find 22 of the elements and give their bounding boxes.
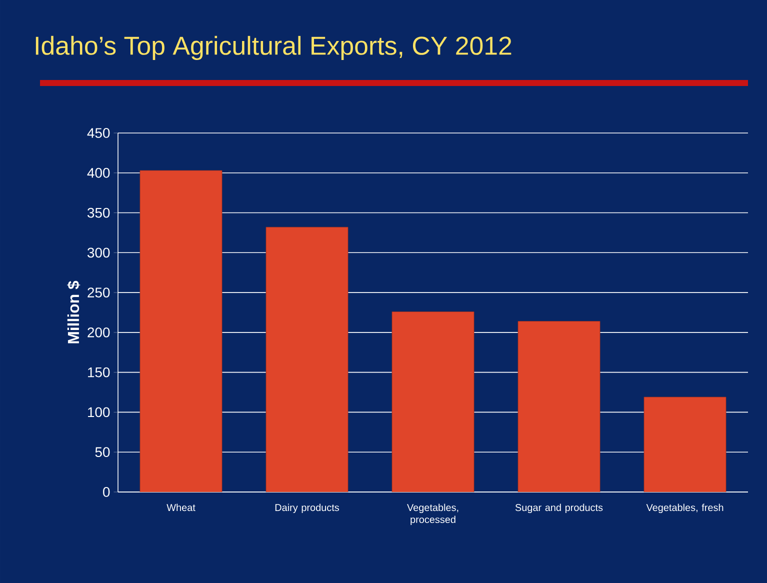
- x-tick-label: Dairy products: [275, 504, 340, 514]
- bar: [518, 321, 600, 492]
- y-tick-label: 400: [87, 168, 110, 178]
- x-tick-label: Sugar and products: [515, 504, 603, 514]
- bar: [392, 311, 474, 492]
- y-tick-label: 350: [87, 208, 110, 218]
- y-axis-title: Million $: [67, 280, 80, 344]
- y-tick-label: 100: [88, 407, 110, 418]
- y-tick-label: 450: [87, 128, 110, 138]
- x-tick-label: Wheat: [166, 504, 196, 512]
- x-tick-label: Vegetables, processed: [407, 504, 458, 525]
- y-tick-label: 200: [88, 327, 110, 338]
- x-tick-label: Vegetables, fresh: [646, 504, 724, 514]
- bar: [140, 170, 222, 492]
- y-tick-label: 150: [88, 367, 110, 378]
- y-tick-label: 50: [95, 447, 110, 458]
- chart-title: Idaho’s Top Agricultural Exports, CY 2012: [36, 36, 512, 60]
- y-tick-label: 0: [103, 487, 110, 497]
- y-tick-label: 250: [88, 288, 110, 298]
- y-tick-label: 300: [87, 248, 110, 258]
- bar: [266, 226, 348, 492]
- bar: [644, 396, 726, 492]
